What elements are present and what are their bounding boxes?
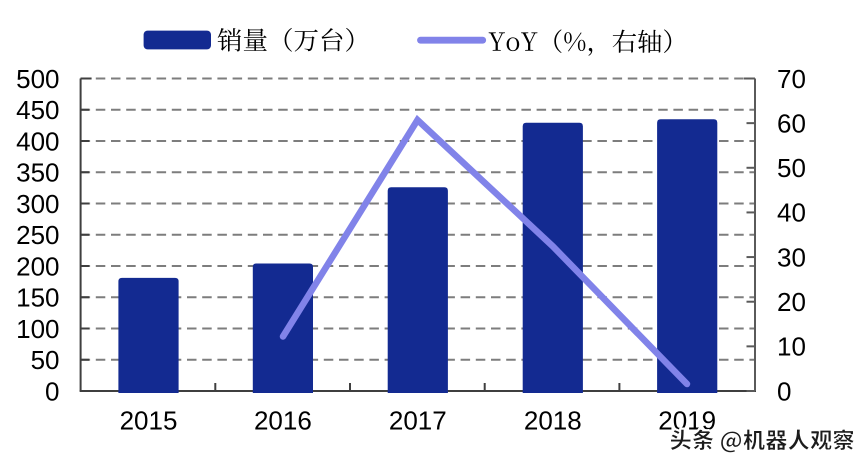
svg-text:70: 70 — [777, 64, 806, 94]
svg-text:450: 450 — [16, 95, 59, 125]
svg-text:500: 500 — [16, 64, 59, 94]
svg-text:350: 350 — [16, 158, 59, 188]
svg-text:50: 50 — [31, 345, 60, 375]
svg-text:400: 400 — [16, 126, 59, 156]
svg-text:100: 100 — [16, 314, 59, 344]
svg-text:10: 10 — [777, 332, 806, 362]
svg-text:0: 0 — [45, 376, 59, 406]
svg-text:2016: 2016 — [254, 406, 312, 436]
svg-text:300: 300 — [16, 189, 59, 219]
svg-text:2018: 2018 — [524, 406, 582, 436]
svg-text:200: 200 — [16, 251, 59, 281]
svg-text:150: 150 — [16, 283, 59, 313]
svg-text:0: 0 — [777, 376, 791, 406]
svg-text:50: 50 — [777, 153, 806, 183]
svg-text:20: 20 — [777, 287, 806, 317]
svg-text:2015: 2015 — [120, 406, 178, 436]
svg-text:60: 60 — [777, 108, 806, 138]
svg-text:250: 250 — [16, 220, 59, 250]
svg-text:40: 40 — [777, 198, 806, 228]
svg-text:30: 30 — [777, 242, 806, 272]
svg-text:2017: 2017 — [389, 406, 447, 436]
